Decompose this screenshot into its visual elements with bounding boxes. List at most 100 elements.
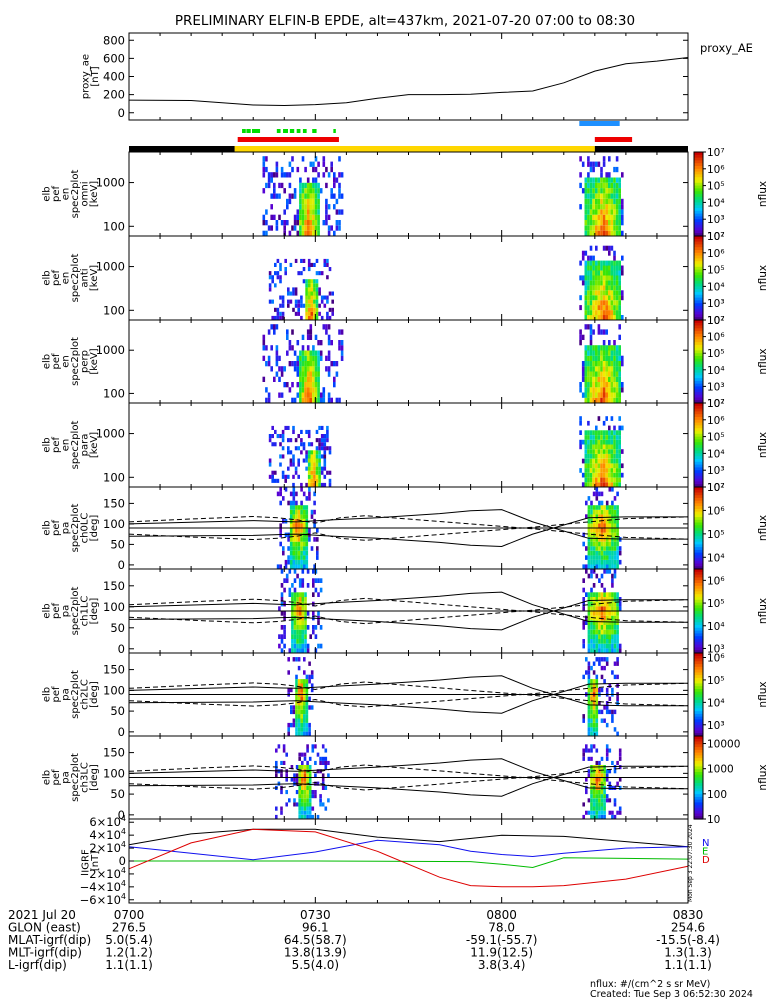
omni-cell: [592, 161, 595, 167]
para-colorbar-tick-label: 10⁶: [707, 415, 725, 427]
perp-cell: [587, 397, 590, 403]
ch1LC-cell: [600, 592, 604, 597]
para-cell: [618, 472, 621, 478]
perp-colorbar-tick-label: 10³: [707, 381, 725, 393]
para-cell: [597, 416, 601, 421]
anti-cell: [305, 291, 308, 296]
para-cell: [587, 444, 590, 450]
para-cell: [595, 458, 598, 464]
ch2LC-cell: [297, 714, 301, 719]
omni-cell: [327, 204, 331, 210]
para-cell: [592, 439, 595, 445]
omni-cell: [621, 209, 624, 215]
perp-cell: [314, 387, 318, 393]
ch3LC-cell: [598, 773, 601, 778]
ch2LC-cell: [582, 714, 585, 719]
para-cell: [274, 429, 277, 434]
ch0LC-cell: [297, 532, 301, 538]
ch2LC-cell: [305, 701, 309, 706]
ch0LC-cell: [289, 505, 293, 510]
para-cell: [318, 454, 321, 459]
para-cell: [608, 425, 611, 431]
igrf-ytick-mantissa: −4×10: [80, 880, 121, 894]
anti-cell: [608, 290, 611, 296]
perp-cell: [584, 387, 588, 393]
para-cell: [610, 472, 614, 478]
omni-cell: [301, 230, 305, 236]
ch0LC-colorbar-swatch: [694, 558, 703, 562]
ch0LC-cell: [300, 528, 303, 533]
omni-cell: [267, 225, 271, 231]
para-cell: [323, 434, 327, 439]
para-cell: [307, 442, 311, 447]
anti-cell: [615, 270, 619, 276]
ch0LC-cell: [302, 559, 306, 565]
ch1LC-cell: [592, 629, 596, 635]
para-cell: [602, 482, 606, 487]
para-cell: [602, 449, 606, 454]
ch3LC-cell: [306, 744, 309, 749]
ch3LC-colorbar-swatch: [694, 783, 703, 787]
ch0LC-cell: [289, 532, 293, 538]
ch0LC-cell: [605, 528, 609, 533]
ch1LC-cell: [306, 569, 310, 574]
perp-cell: [267, 329, 271, 335]
anti-cell: [331, 291, 334, 296]
ch1LC-cell: [296, 592, 299, 597]
ch0LC-cell: [600, 546, 604, 551]
perp-cell: [301, 371, 305, 377]
perp-cell: [309, 324, 313, 330]
ch2LC-cell: [590, 687, 593, 693]
para-cell: [608, 468, 611, 473]
para-cell: [615, 449, 619, 454]
omni-cell: [301, 214, 305, 220]
para-cell: [589, 449, 593, 454]
ch0LC-cell: [595, 487, 599, 492]
omni-cell: [306, 188, 310, 194]
anti-cell: [605, 315, 608, 320]
perp-cell: [595, 361, 598, 367]
ch0LC-colorbar-swatch: [694, 538, 703, 543]
perp-cell: [338, 329, 341, 335]
omni-cell: [615, 214, 619, 220]
ch1LC-cell: [296, 643, 299, 649]
omni-colorbar-swatch: [694, 230, 703, 234]
anti-colorbar-tick-label: 10⁶: [707, 248, 725, 260]
perp-cell: [600, 350, 603, 356]
omni-cell: [589, 214, 593, 220]
omni-colorbar-swatch: [694, 185, 703, 189]
omni-cell: [602, 177, 606, 183]
ch3LC-cell: [275, 760, 278, 765]
ch3LC-colorbar-tick-label: 1000: [707, 764, 734, 776]
para-cell: [592, 458, 595, 464]
ch1LC-cell: [608, 634, 612, 639]
anti-colorbar-tick-label: 10³: [707, 298, 725, 310]
anti-cell: [274, 262, 277, 267]
perp-colorbar-swatch: [694, 391, 703, 396]
perp-cell: [304, 366, 307, 372]
ch1LC-cell: [600, 583, 604, 588]
ch0LC-cell: [300, 537, 303, 542]
ch1LC-cell: [592, 625, 596, 630]
ch2LC-cell: [303, 657, 306, 662]
ch1LC-cell: [600, 639, 604, 644]
omni-cell: [608, 188, 611, 194]
para-colorbar-swatch: [694, 425, 703, 429]
ch2LC-cell: [616, 696, 619, 701]
ch1LC-cell: [283, 629, 286, 635]
omni-cell: [306, 220, 310, 226]
omni-cell: [319, 188, 323, 194]
anti-cell: [313, 295, 316, 300]
perp-cell: [312, 366, 315, 372]
ch3LC-cell: [301, 785, 304, 790]
ch0LC-cell: [613, 509, 617, 515]
perp-cell: [314, 361, 318, 367]
perp-colorbar-swatch: [694, 336, 703, 340]
omni-cell: [618, 209, 621, 215]
ch1LC-cell: [605, 592, 609, 597]
ch2LC-cell: [611, 709, 614, 715]
ch0LC-cell: [613, 550, 617, 556]
omni-cell: [317, 204, 320, 210]
para-cell: [618, 416, 621, 421]
perp-cell: [605, 392, 608, 398]
